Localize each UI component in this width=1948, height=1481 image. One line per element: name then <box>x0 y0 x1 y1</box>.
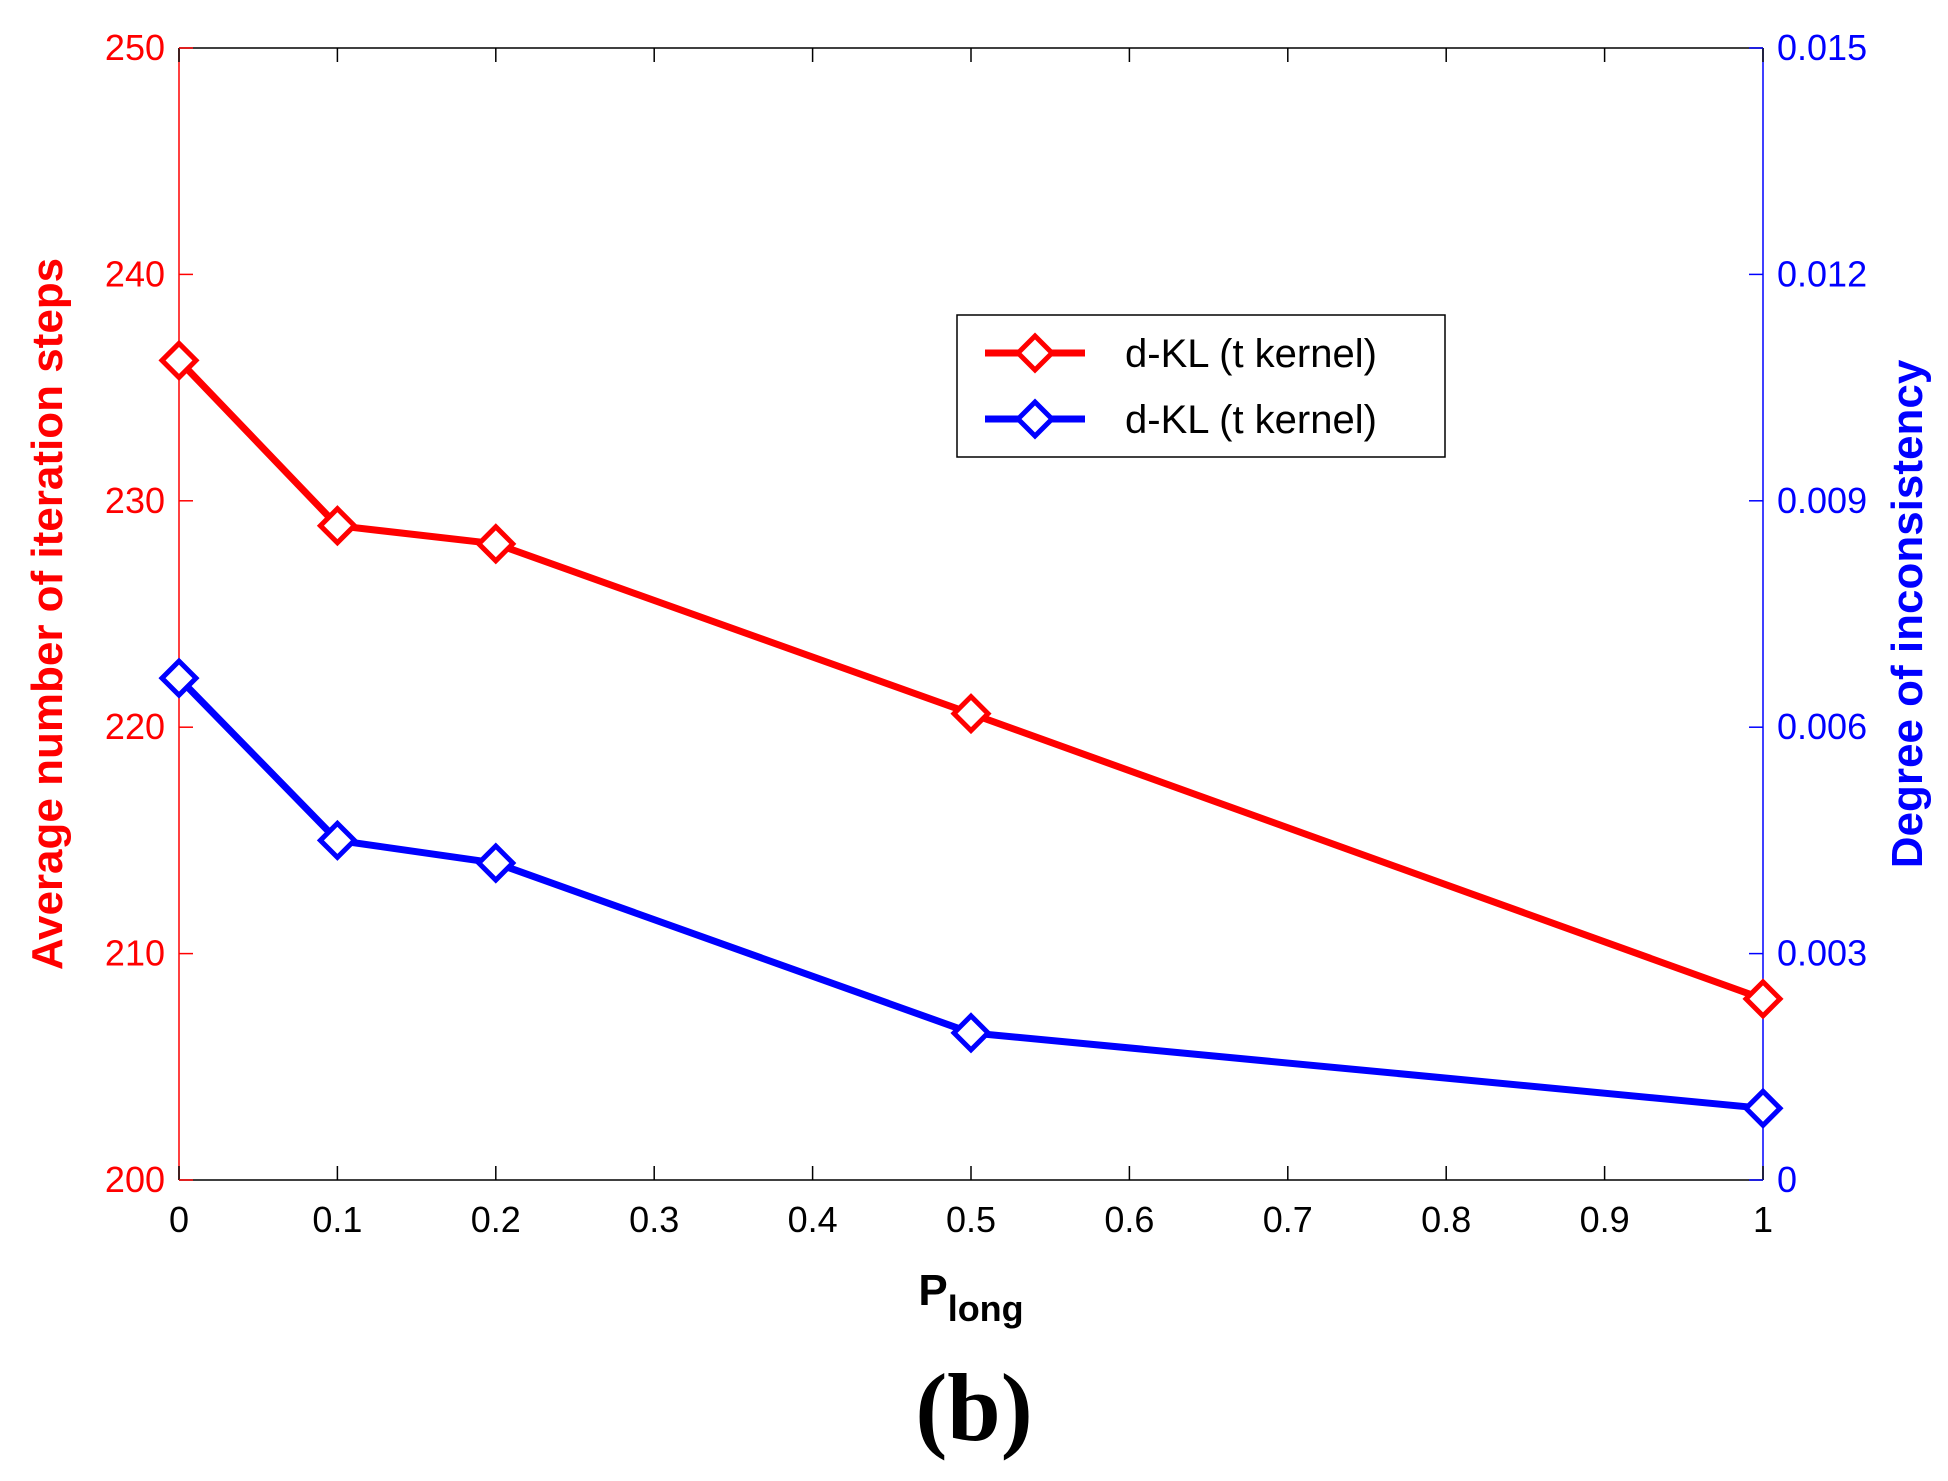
y-left-tick-label: 220 <box>105 706 165 747</box>
data-point-marker <box>158 657 200 699</box>
x-tick-label: 1 <box>1753 1199 1773 1240</box>
y-left-tick-label: 240 <box>105 253 165 294</box>
series-iteration-steps <box>158 339 1784 1020</box>
data-point-marker <box>316 505 358 547</box>
y-right-tick-label: 0.006 <box>1777 706 1867 747</box>
y-right-axis-title: Degree of inconsistency <box>1883 359 1932 868</box>
x-tick-label: 0.1 <box>312 1199 362 1240</box>
data-point-marker <box>475 842 517 884</box>
y-axis-right: 0 0.003 0.006 0.009 0.012 0.015 <box>1749 27 1867 1200</box>
legend-label: d-KL (t kernel) <box>1125 332 1377 376</box>
data-point-marker <box>950 1012 992 1054</box>
x-tick-label: 0.3 <box>629 1199 679 1240</box>
series-layer <box>158 339 1784 1129</box>
y-left-tick-label: 210 <box>105 933 165 974</box>
y-left-tick-label: 200 <box>105 1159 165 1200</box>
x-axis: 0 0.1 0.2 0.3 0.4 0.5 0.6 0.7 0.8 0.9 1 <box>169 48 1773 1240</box>
series-degree-of-inconsistency <box>158 657 1784 1129</box>
y-right-tick-label: 0.015 <box>1777 27 1867 68</box>
y-right-tick-label: 0.012 <box>1777 253 1867 294</box>
axis-titles: Plong Average number of iteration steps De… <box>23 258 1932 1329</box>
data-point-marker <box>950 693 992 735</box>
x-tick-label: 0.5 <box>946 1199 996 1240</box>
y-axis-left: 200 210 220 230 240 250 <box>105 27 193 1200</box>
y-left-tick-label: 250 <box>105 27 165 68</box>
data-point-marker <box>158 339 200 381</box>
legend: d-KL (t kernel) d-KL (t kernel) <box>956 314 1446 458</box>
x-tick-label: 0.4 <box>788 1199 838 1240</box>
x-tick-label: 0.7 <box>1263 1199 1313 1240</box>
y-left-tick-label: 230 <box>105 480 165 521</box>
x-tick-label: 0.9 <box>1580 1199 1630 1240</box>
data-point-marker <box>475 523 517 565</box>
legend-swatch-marker <box>1014 332 1056 374</box>
x-tick-label: 0.6 <box>1104 1199 1154 1240</box>
legend-swatch-marker <box>1014 398 1056 440</box>
x-tick-label: 0.2 <box>471 1199 521 1240</box>
data-point-marker <box>1742 1087 1784 1129</box>
legend-label: d-KL (t kernel) <box>1125 398 1377 442</box>
y-right-tick-label: 0.009 <box>1777 480 1867 521</box>
y-right-tick-label: 0.003 <box>1777 933 1867 974</box>
data-point-marker <box>316 819 358 861</box>
x-axis-title: Plong <box>918 1266 1023 1329</box>
panel-label: (b) <box>915 1354 1033 1461</box>
x-tick-label: 0.8 <box>1421 1199 1471 1240</box>
y-right-tick-label: 0 <box>1777 1159 1797 1200</box>
plot-frame <box>178 47 1764 1181</box>
data-point-marker <box>1742 978 1784 1020</box>
y-left-axis-title: Average number of iteration steps <box>23 258 72 970</box>
x-tick-label: 0 <box>169 1199 189 1240</box>
legend-item: d-KL (t kernel) <box>985 398 1377 442</box>
legend-item: d-KL (t kernel) <box>985 332 1377 376</box>
